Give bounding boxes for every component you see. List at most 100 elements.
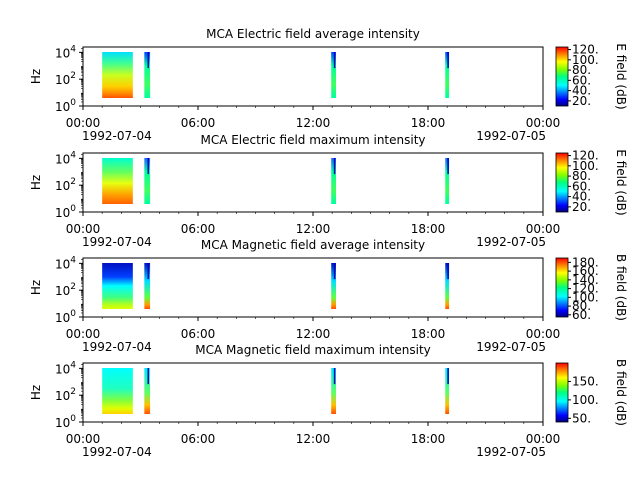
colorbar-tick-label: 180. xyxy=(572,255,599,269)
panel-1: MCA Electric field average intensity 100 1… xyxy=(29,27,628,143)
spectrogram-segment-4 xyxy=(445,368,450,414)
colorbar-tick-label: 40. xyxy=(572,190,591,204)
y-tick-label: 100 xyxy=(55,204,76,220)
x-tick-label: 00:00 xyxy=(526,116,561,130)
segment-edge xyxy=(147,263,149,280)
colorbar-tick-label: 100. xyxy=(572,53,599,67)
y-tick-label: 104 xyxy=(55,255,76,271)
segment-edge xyxy=(333,158,336,175)
panel-title: MCA Electric field average intensity xyxy=(206,27,420,41)
colorbar-tick-label: 100. xyxy=(572,290,599,304)
x-range-start-date: 1992-07-04 xyxy=(82,340,152,354)
spectrogram-segment-2 xyxy=(144,263,151,309)
y-axis-label: Hz xyxy=(29,175,43,190)
x-tick-label: 18:00 xyxy=(411,116,446,130)
axes-frame xyxy=(82,362,544,423)
spectrogram-segment-2 xyxy=(144,158,151,204)
x-tick-label: 00:00 xyxy=(66,432,101,446)
segment-edge xyxy=(333,52,336,69)
spectrogram-segment-2 xyxy=(144,368,151,414)
y-tick-label: 102 xyxy=(55,387,76,403)
spectrogram-segment-3 xyxy=(331,368,336,414)
colorbar-label: E field (dB) xyxy=(614,43,628,109)
segment-edge xyxy=(147,52,149,69)
colorbar-tick-label: 20. xyxy=(572,94,591,108)
panel-2: MCA Electric field maximum intensity 100 1… xyxy=(29,133,628,249)
panel-title: MCA Magnetic field maximum intensity xyxy=(195,343,431,357)
colorbar-tick-label: 120. xyxy=(572,149,599,163)
spectrogram-segment-3 xyxy=(331,52,336,98)
y-tick-label: 104 xyxy=(55,150,76,166)
spectrogram-segment-2 xyxy=(144,52,151,98)
x-tick-label: 12:00 xyxy=(296,222,331,236)
x-range-end-date: 1992-07-05 xyxy=(476,445,546,459)
x-tick-label: 12:00 xyxy=(296,432,331,446)
colorbar-label: B field (dB) xyxy=(614,359,628,426)
panel-3: MCA Magnetic field average intensity 100 1… xyxy=(29,238,628,354)
x-tick-label: 00:00 xyxy=(66,327,101,341)
spectrogram-segment-4 xyxy=(445,158,450,204)
axes-frame xyxy=(82,257,544,318)
x-tick-label: 00:00 xyxy=(66,116,101,130)
spectrogram-segment-1 xyxy=(102,158,133,204)
spectrogram-segment-4 xyxy=(445,263,450,309)
colorbar-tick-label: 20. xyxy=(572,200,591,214)
colorbar-tick-label: 80. xyxy=(572,63,591,77)
colorbar-tick-label: 140. xyxy=(572,273,599,287)
spectrogram-segment-3 xyxy=(331,263,336,309)
y-tick-label: 104 xyxy=(55,44,76,60)
y-tick-label: 102 xyxy=(55,177,76,193)
x-range-start-date: 1992-07-04 xyxy=(82,129,152,143)
axes-frame xyxy=(82,46,544,107)
y-tick-label: 104 xyxy=(55,360,76,376)
colorbar-tick-label: 80. xyxy=(572,299,591,313)
panel-title: MCA Magnetic field average intensity xyxy=(201,238,425,252)
x-tick-label: 00:00 xyxy=(66,222,101,236)
colorbar-tick-label: 40. xyxy=(572,84,591,98)
x-range-end-date: 1992-07-05 xyxy=(476,340,546,354)
segment-edge xyxy=(447,263,449,280)
colorbar xyxy=(555,362,569,423)
colorbar-tick-label: 160. xyxy=(572,264,599,278)
x-tick-label: 06:00 xyxy=(181,327,216,341)
x-tick-label: 18:00 xyxy=(411,327,446,341)
segment-edge xyxy=(147,368,149,385)
y-tick-label: 102 xyxy=(55,71,76,87)
segment-edge xyxy=(447,368,449,385)
spectrogram-segment-4 xyxy=(445,52,450,98)
axes-frame xyxy=(82,152,544,213)
colorbar xyxy=(555,152,569,213)
colorbar-label: B field (dB) xyxy=(614,254,628,321)
colorbar-tick-label: 120. xyxy=(572,43,599,57)
segment-edge xyxy=(333,263,336,280)
colorbar-tick-label: 60. xyxy=(572,73,591,87)
x-range-start-date: 1992-07-04 xyxy=(82,445,152,459)
colorbar xyxy=(555,257,569,318)
x-tick-label: 00:00 xyxy=(526,432,561,446)
x-tick-label: 12:00 xyxy=(296,327,331,341)
colorbar-tick-label: 100. xyxy=(572,393,599,407)
spectrogram-segment-1 xyxy=(102,52,133,98)
panel-title: MCA Electric field maximum intensity xyxy=(200,133,425,147)
segment-edge xyxy=(447,52,449,69)
colorbar-tick-label: 60. xyxy=(572,308,591,322)
segment-edge xyxy=(447,158,449,175)
spectrogram-segment-1 xyxy=(102,368,133,414)
x-range-end-date: 1992-07-05 xyxy=(476,235,546,249)
colorbar-tick-label: 60. xyxy=(572,179,591,193)
x-tick-label: 00:00 xyxy=(526,222,561,236)
segment-edge xyxy=(333,368,336,385)
x-tick-label: 00:00 xyxy=(526,327,561,341)
colorbar-tick-label: 50. xyxy=(572,411,591,425)
y-tick-label: 100 xyxy=(55,309,76,325)
x-range-start-date: 1992-07-04 xyxy=(82,235,152,249)
y-axis-label: Hz xyxy=(29,280,43,295)
colorbar-tick-label: 150. xyxy=(572,374,599,388)
colorbar xyxy=(555,46,569,107)
colorbar-tick-label: 80. xyxy=(572,169,591,183)
segment-edge xyxy=(147,158,149,175)
x-range-end-date: 1992-07-05 xyxy=(476,129,546,143)
x-tick-label: 18:00 xyxy=(411,432,446,446)
y-tick-label: 100 xyxy=(55,414,76,430)
